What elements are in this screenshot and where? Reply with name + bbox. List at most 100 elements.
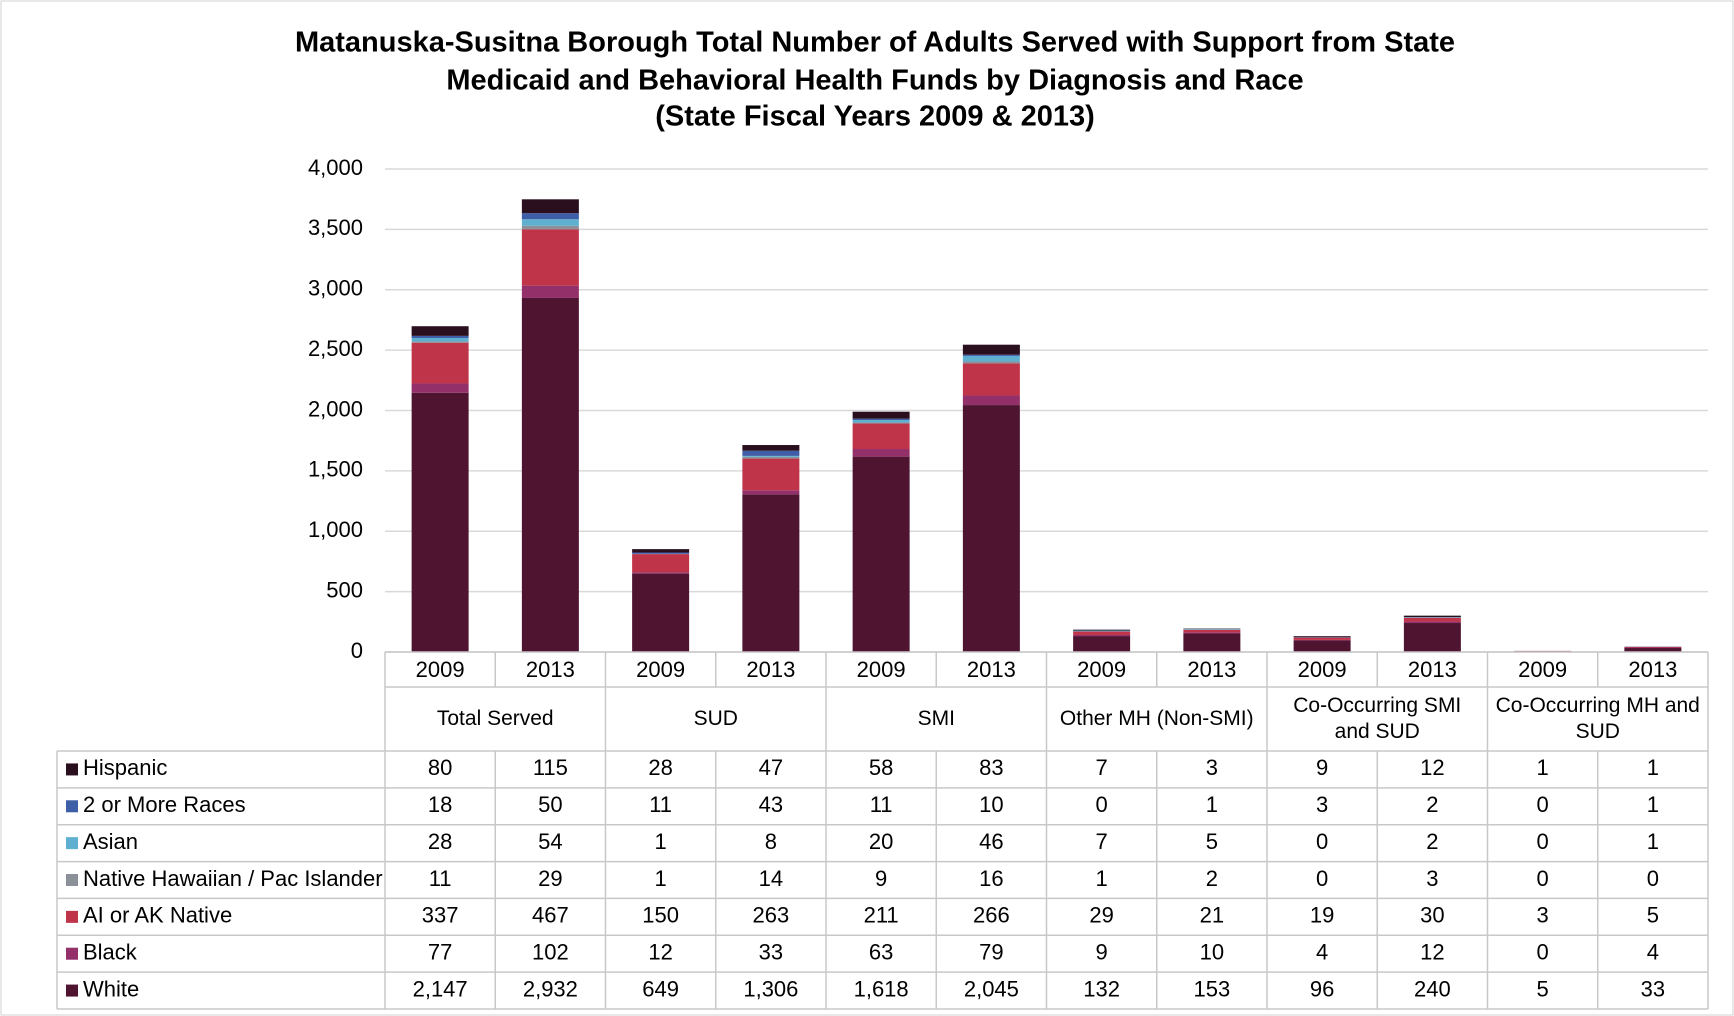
x-tick-label: 2009 bbox=[636, 657, 685, 682]
table-value: 4 bbox=[1316, 940, 1328, 965]
bar-segment bbox=[1073, 629, 1131, 631]
bar-segment bbox=[1293, 640, 1351, 652]
x-tick-label: 2009 bbox=[1518, 657, 1567, 682]
table-value: 0 bbox=[1537, 866, 1549, 891]
y-tick-label: 1,500 bbox=[308, 457, 363, 482]
category-group-cell: Total Served bbox=[437, 707, 554, 730]
table-value: 150 bbox=[642, 903, 679, 928]
bar-segment bbox=[962, 395, 1020, 406]
bar-segment bbox=[411, 342, 469, 384]
table-value: 2,045 bbox=[964, 976, 1019, 1001]
table-value: 7 bbox=[1096, 755, 1108, 780]
bar-segment bbox=[962, 361, 1020, 364]
legend-swatch bbox=[66, 800, 78, 813]
table-value: 14 bbox=[759, 866, 783, 891]
category-group-cell: Co-Occurring SMI and SUD bbox=[1293, 694, 1462, 743]
table-value: 2 bbox=[1426, 829, 1438, 854]
bar-segment bbox=[521, 199, 579, 214]
table-value: 649 bbox=[642, 976, 679, 1001]
table-value: 5 bbox=[1647, 903, 1659, 928]
bar-segment bbox=[742, 456, 800, 459]
bar-segment bbox=[742, 450, 800, 456]
table-value: 5 bbox=[1537, 976, 1549, 1001]
table-value: 12 bbox=[1420, 940, 1444, 965]
bar-segment bbox=[632, 549, 690, 553]
table-value: 18 bbox=[428, 792, 452, 817]
legend-swatch bbox=[66, 874, 78, 886]
legend-label: Asian bbox=[83, 829, 138, 854]
table-value: 80 bbox=[428, 755, 452, 780]
table-value: 0 bbox=[1537, 829, 1549, 854]
bar-segment bbox=[852, 423, 910, 450]
category-group-cell: SUD bbox=[693, 707, 738, 730]
legend-label: Black bbox=[83, 940, 138, 965]
table-value: 3 bbox=[1206, 755, 1218, 780]
bar-segment bbox=[1403, 615, 1461, 618]
bar-segment bbox=[1073, 630, 1131, 632]
bar-segment bbox=[1624, 648, 1682, 652]
table-value: 29 bbox=[1089, 903, 1113, 928]
bar-segment bbox=[521, 297, 579, 652]
bar-segment bbox=[632, 554, 690, 573]
bar-segment bbox=[411, 383, 469, 393]
table-value: 79 bbox=[979, 940, 1003, 965]
chart-title: (State Fiscal Years 2009 & 2013) bbox=[655, 101, 1095, 133]
bar-segment bbox=[1403, 623, 1461, 652]
table-value: 1 bbox=[655, 829, 667, 854]
table-value: 9 bbox=[1316, 755, 1328, 780]
bar-segment bbox=[852, 456, 910, 652]
table-value: 58 bbox=[869, 755, 893, 780]
table-value: 4 bbox=[1647, 940, 1659, 965]
legend-label: Native Hawaiian / Pac Islander bbox=[83, 866, 383, 891]
table-value: 54 bbox=[538, 829, 562, 854]
table-value: 11 bbox=[649, 792, 672, 817]
table-value: 132 bbox=[1083, 976, 1120, 1001]
bar-segment bbox=[521, 219, 579, 226]
table-value: 467 bbox=[532, 903, 569, 928]
table-value: 3 bbox=[1537, 903, 1549, 928]
legend-label: AI or AK Native bbox=[83, 903, 232, 928]
x-tick-label: 2013 bbox=[526, 657, 575, 682]
x-tick-label: 2013 bbox=[967, 657, 1016, 682]
bar-segment bbox=[521, 229, 579, 286]
table-value: 20 bbox=[869, 829, 893, 854]
bar-segment bbox=[962, 363, 1020, 396]
table-value: 1 bbox=[1647, 829, 1659, 854]
table-value: 1 bbox=[1647, 755, 1659, 780]
table-value: 1 bbox=[1537, 755, 1549, 780]
table-value: 29 bbox=[538, 866, 562, 891]
bar-segment bbox=[632, 552, 690, 554]
bar-segment bbox=[742, 494, 800, 652]
x-tick-label: 2013 bbox=[1408, 657, 1457, 682]
table-value: 43 bbox=[759, 792, 783, 817]
bar-segment bbox=[411, 338, 469, 342]
y-tick-label: 2,000 bbox=[308, 396, 363, 421]
bar-segment bbox=[962, 354, 1020, 356]
y-tick-label: 2,500 bbox=[308, 336, 363, 361]
table-value: 337 bbox=[422, 903, 459, 928]
bar-segment bbox=[1183, 629, 1241, 633]
x-tick-label: 2009 bbox=[1077, 657, 1126, 682]
y-tick-label: 3,500 bbox=[308, 215, 363, 240]
table-value: 1,618 bbox=[854, 976, 909, 1001]
table-value: 3 bbox=[1316, 792, 1328, 817]
table-value: 46 bbox=[979, 829, 1003, 854]
table-value: 83 bbox=[979, 755, 1003, 780]
bar-segment bbox=[852, 449, 910, 457]
category-group-label: Co-Occurring SMI and SUD bbox=[1293, 694, 1462, 743]
category-group-label: SUD bbox=[693, 707, 738, 730]
table-value: 28 bbox=[428, 829, 452, 854]
bar-segment bbox=[1073, 634, 1131, 637]
legend-swatch bbox=[66, 947, 78, 960]
y-tick-label: 0 bbox=[351, 638, 363, 663]
table-value: 211 bbox=[864, 903, 899, 928]
bar-segment bbox=[1403, 617, 1461, 622]
bar-segment bbox=[411, 326, 469, 336]
bar-segment bbox=[742, 458, 800, 491]
table-value: 1,306 bbox=[743, 976, 798, 1001]
bar-segment bbox=[1183, 628, 1241, 630]
table-value: 47 bbox=[759, 755, 783, 780]
table-value: 33 bbox=[759, 940, 783, 965]
x-tick-label: 2013 bbox=[1187, 657, 1236, 682]
table-value: 12 bbox=[1420, 755, 1444, 780]
